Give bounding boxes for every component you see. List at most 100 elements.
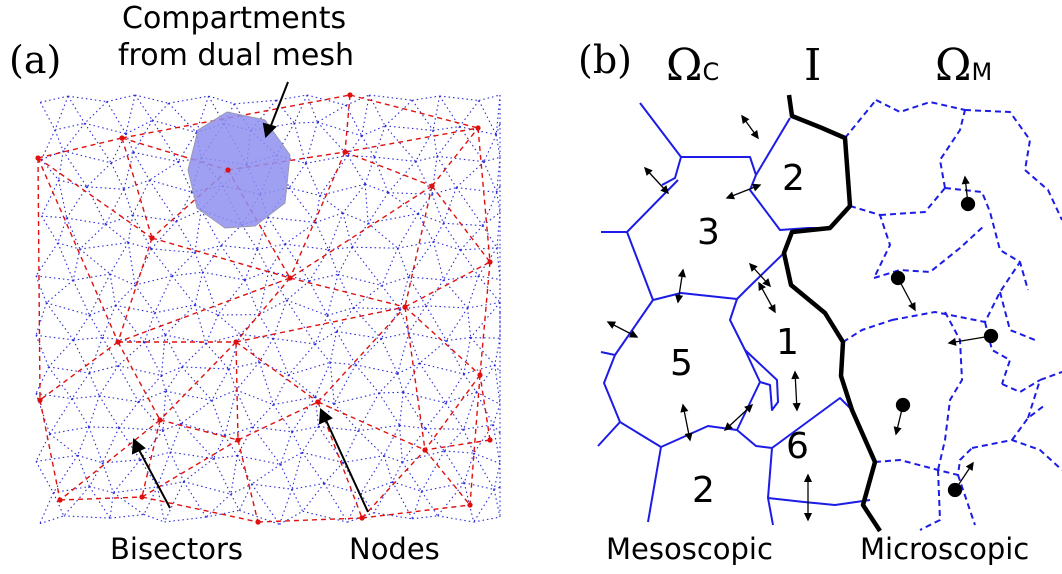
particle-dot — [892, 272, 905, 285]
bisector-edge — [165, 305, 195, 335]
bisector-edge — [474, 489, 494, 522]
bisector-edge — [118, 366, 138, 402]
bisector-edge — [433, 130, 437, 156]
bisector-edge — [182, 343, 206, 366]
bisector-edge — [237, 456, 252, 485]
bisector-edge — [234, 100, 276, 104]
bisector-edge — [402, 429, 425, 462]
bisector-edge — [36, 455, 78, 461]
bisector-edge — [425, 429, 463, 430]
bisector-edge — [422, 491, 438, 515]
bisector-edge — [80, 249, 110, 274]
bisector-edge — [119, 428, 163, 431]
bisector-edge — [166, 367, 182, 391]
node-edge — [142, 497, 258, 522]
bisector-edge — [161, 335, 165, 376]
bisector-edge — [87, 187, 106, 225]
bisector-edge — [484, 162, 497, 193]
bisector-edge — [343, 431, 358, 463]
panel-b-label: (b) — [578, 38, 632, 82]
bisector-edge — [362, 126, 385, 136]
bisector-edge — [72, 373, 89, 399]
node-point — [157, 417, 162, 422]
bisector-edge — [99, 396, 119, 428]
bisector-edge — [110, 515, 144, 519]
bisectors-annotation: Bisectors — [110, 532, 243, 566]
cell-boundary — [627, 232, 748, 300]
bisector-edge — [169, 103, 197, 132]
bisector-edge — [144, 487, 158, 515]
particle-arrow-head — [967, 463, 973, 470]
bisector-edge — [317, 105, 346, 122]
node-point — [342, 149, 347, 154]
bisector-edge — [446, 374, 464, 403]
bisector-edge — [280, 489, 292, 524]
node-point — [149, 235, 154, 240]
node-edge — [290, 152, 345, 278]
bisector-edge — [426, 306, 446, 341]
mesoscopic-cells — [598, 103, 870, 525]
node-edge — [160, 342, 236, 420]
compartment-number: 6 — [786, 426, 809, 467]
node-edge — [425, 440, 490, 450]
compartment-number: 2 — [782, 158, 805, 199]
node-edge — [38, 138, 122, 158]
bisector-edge — [433, 241, 443, 279]
bisector-edge — [281, 432, 293, 465]
bisector-edge — [365, 184, 368, 223]
cell-boundary — [1028, 372, 1062, 418]
bisector-edge — [418, 214, 433, 242]
bisector-edge — [73, 280, 89, 315]
bisector-edge — [398, 248, 409, 277]
bisector-edge — [103, 428, 119, 463]
bisector-edge — [398, 241, 434, 248]
bisector-edge — [471, 338, 500, 339]
bisector-edge — [337, 331, 382, 338]
cell-boundary — [1002, 380, 1040, 392]
node-point — [477, 372, 482, 377]
bisector-edge — [152, 103, 168, 120]
cell-boundary — [1000, 292, 1035, 340]
bisector-edge — [151, 249, 195, 253]
bisector-edge — [497, 212, 500, 248]
bisector-edge — [85, 102, 107, 124]
bisector-edge — [221, 245, 257, 249]
bisector-edge — [78, 455, 90, 486]
bisector-edge — [412, 491, 421, 518]
bisector-edge — [369, 95, 385, 126]
bisector-edge — [40, 516, 64, 524]
arrow-head — [681, 405, 687, 412]
bisector-edge — [443, 223, 482, 225]
nodes-annotation: Nodes — [349, 532, 440, 566]
bisector-edge — [281, 464, 292, 489]
bisector-edge — [287, 300, 315, 344]
node-point — [475, 125, 480, 130]
bisector-edge — [484, 157, 500, 161]
bisector-edge — [110, 274, 115, 305]
bisector-edge — [425, 403, 445, 429]
bisector-edge — [440, 96, 479, 101]
bisector-edge — [133, 215, 152, 249]
bisector-edge — [403, 392, 425, 428]
bisector-edge — [402, 462, 421, 491]
bisector-edge — [494, 464, 500, 490]
bisector-edge — [195, 253, 203, 273]
bisector-edge — [73, 274, 110, 280]
arrow-head — [805, 514, 811, 520]
bisector-edge — [408, 277, 426, 306]
bisector-edge — [259, 300, 287, 315]
node-point — [119, 135, 124, 140]
bisector-edge — [446, 308, 467, 341]
arrow-head — [805, 475, 811, 481]
bisector-edge — [182, 367, 212, 401]
mesoscopic-label: Mesoscopic — [606, 532, 773, 566]
bisector-edge — [438, 516, 474, 522]
node-edge — [238, 402, 318, 440]
bisector-edge — [343, 213, 352, 247]
cell-boundary — [620, 422, 661, 522]
interface-label: I — [804, 40, 821, 91]
bisector-edge — [294, 123, 305, 163]
bisector-edge — [493, 425, 500, 433]
bisector-edge — [107, 95, 135, 102]
bisector-edge — [368, 193, 388, 224]
